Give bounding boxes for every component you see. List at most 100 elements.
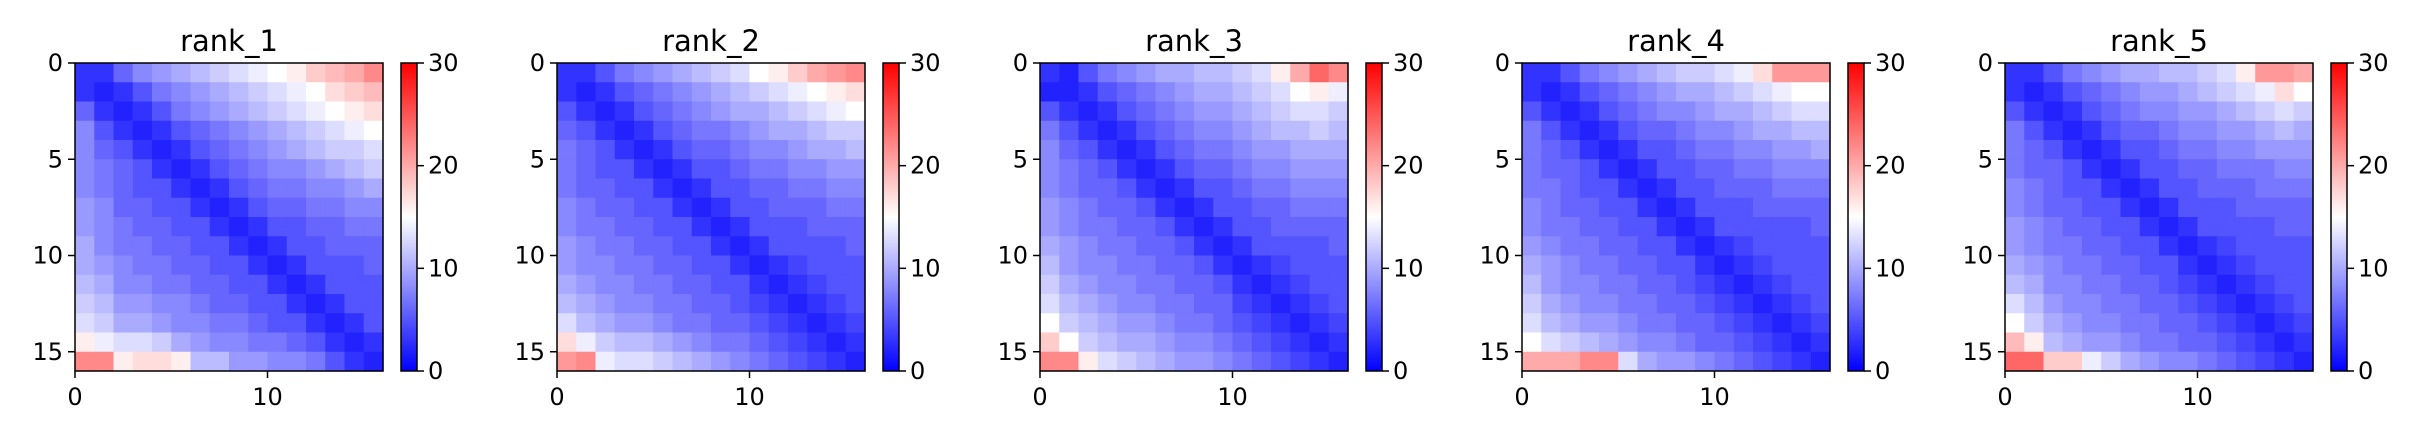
heatmap-cell xyxy=(1695,274,1716,295)
colorbar-tick-label: 10 xyxy=(910,254,941,282)
heatmap-cell xyxy=(113,274,134,295)
heatmap-cell xyxy=(826,63,847,83)
heatmap-cell xyxy=(286,274,307,295)
heatmap-cell xyxy=(2120,82,2141,103)
heatmap-cell xyxy=(845,140,866,160)
heatmap-cell xyxy=(190,217,211,237)
heatmap-cell xyxy=(2043,255,2064,276)
heatmap-cell xyxy=(132,63,153,83)
heatmap-cell xyxy=(2101,236,2122,257)
heatmap-cell xyxy=(132,351,153,372)
heatmap-cell xyxy=(209,140,230,160)
heatmap-cell xyxy=(2197,140,2218,160)
heatmap-cell xyxy=(1753,82,1773,103)
heatmap-cell xyxy=(1637,332,1658,353)
heatmap-cell xyxy=(653,63,674,83)
heatmap-cell xyxy=(672,236,693,257)
heatmap-cell xyxy=(1618,294,1639,314)
heatmap-cell xyxy=(1695,332,1716,353)
heatmap-cell xyxy=(1232,197,1253,218)
heatmap-cell xyxy=(171,236,192,257)
heatmap-cell xyxy=(557,332,577,353)
heatmap-cell xyxy=(1078,217,1099,237)
heatmap-cell xyxy=(2197,351,2218,372)
heatmap-cell xyxy=(2216,313,2237,334)
heatmap-cell xyxy=(229,236,249,257)
heatmap-cell xyxy=(2255,120,2276,141)
heatmap-cell xyxy=(826,178,847,199)
colorbar-tick-label: 20 xyxy=(1393,152,1424,180)
heatmap-cell xyxy=(1040,178,1060,199)
heatmap-cell xyxy=(2197,159,2218,180)
heatmap-cell xyxy=(209,101,230,122)
heatmap-cell xyxy=(94,332,115,353)
heatmap-cell xyxy=(1059,140,1080,160)
heatmap-cell xyxy=(1232,351,1253,372)
heatmap-cell xyxy=(344,351,365,372)
heatmap-cell xyxy=(1637,120,1658,141)
heatmap-cell xyxy=(171,63,192,83)
heatmap-cell xyxy=(75,255,95,276)
heatmap-cell xyxy=(2024,120,2045,141)
heatmap-cell xyxy=(248,255,269,276)
heatmap-cell xyxy=(2043,178,2064,199)
heatmap-cell xyxy=(788,294,808,314)
heatmap-cell xyxy=(94,63,115,83)
heatmap-cell xyxy=(1618,351,1639,372)
heatmap-cell xyxy=(614,255,635,276)
heatmap-cell xyxy=(1097,159,1118,180)
heatmap-cell xyxy=(1637,313,1658,334)
heatmap-cell xyxy=(2274,255,2295,276)
heatmap-cell xyxy=(595,351,616,372)
heatmap-cell xyxy=(94,120,115,141)
heatmap-cell xyxy=(595,82,616,103)
heatmap-cell xyxy=(2043,351,2064,372)
heatmap-cell xyxy=(363,63,384,83)
heatmap-cell xyxy=(2101,101,2122,122)
heatmap-cell xyxy=(2236,63,2256,83)
heatmap-cell xyxy=(634,120,654,141)
x-tick-label: 0 xyxy=(549,383,564,411)
heatmap-cell xyxy=(691,63,712,83)
heatmap-cell xyxy=(2236,140,2256,160)
heatmap-cell xyxy=(325,217,346,237)
heatmap-cell xyxy=(730,178,751,199)
heatmap-cell xyxy=(209,178,230,199)
heatmap-cell xyxy=(1174,140,1195,160)
heatmap-cell xyxy=(2139,159,2160,180)
heatmap-cell xyxy=(1117,101,1137,122)
heatmap-cell xyxy=(2216,82,2237,103)
heatmap-cell xyxy=(2293,82,2314,103)
heatmap-cell xyxy=(2274,274,2295,295)
heatmap-cell xyxy=(248,313,269,334)
heatmap-cell xyxy=(344,82,365,103)
heatmap-cell xyxy=(788,82,808,103)
heatmap-cell xyxy=(826,197,847,218)
heatmap-cell xyxy=(1155,274,1176,295)
heatmap-cell xyxy=(1117,140,1137,160)
heatmap-cell xyxy=(1328,236,1349,257)
colorbar-tick-label: 20 xyxy=(1875,152,1906,180)
heatmap-cell xyxy=(1271,351,1291,372)
heatmap-cell xyxy=(1541,63,1562,83)
heatmap-cell xyxy=(325,140,346,160)
heatmap-cell xyxy=(1251,63,1272,83)
heatmap-cell xyxy=(1097,236,1118,257)
heatmap-cell xyxy=(1251,178,1272,199)
heatmap-cell xyxy=(711,313,731,334)
heatmap-cell xyxy=(1174,197,1195,218)
heatmap-cell xyxy=(768,82,789,103)
heatmap-cell xyxy=(2255,236,2276,257)
heatmap-cell xyxy=(2216,140,2237,160)
heatmap-cell xyxy=(2043,217,2064,237)
heatmap-cell xyxy=(152,217,172,237)
heatmap-cell xyxy=(94,217,115,237)
heatmap-cell xyxy=(595,255,616,276)
heatmap-cell xyxy=(75,140,95,160)
heatmap-cell xyxy=(768,63,789,83)
heatmap-cell xyxy=(229,140,249,160)
heatmap-cell xyxy=(286,120,307,141)
heatmap-cell xyxy=(1772,140,1793,160)
heatmap-cell xyxy=(325,159,346,180)
